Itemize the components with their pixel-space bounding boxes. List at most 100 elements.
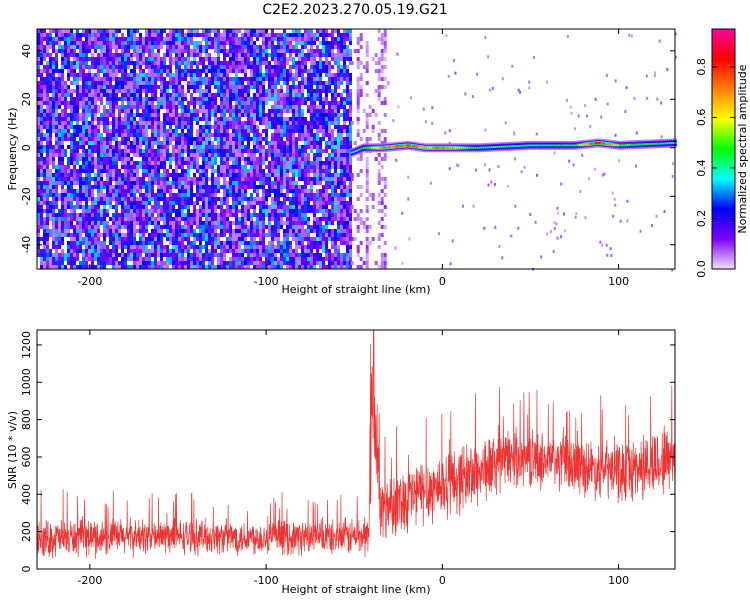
noise-cell [301, 121, 304, 125]
noise-cell [172, 253, 175, 261]
noise-cell [85, 141, 88, 145]
noise-cell [205, 157, 208, 161]
noise-cell [160, 185, 163, 189]
noise-cell [280, 45, 283, 49]
noise-cell [142, 265, 145, 269]
noise-cell [58, 29, 61, 33]
noise-cell [223, 189, 226, 193]
noise-cell [310, 225, 313, 229]
noise-cell [184, 105, 187, 109]
noise-cell [118, 193, 121, 197]
noise-cell [193, 53, 196, 57]
noise-cell [154, 181, 157, 185]
noise-cell [163, 169, 166, 173]
noise-cell [316, 145, 319, 149]
noise-cell [112, 221, 115, 225]
noise-cell [337, 177, 340, 181]
noise-cell [190, 241, 193, 249]
noise-cell [241, 137, 244, 141]
noise-cell [319, 145, 322, 149]
noise-cell [175, 257, 178, 261]
noise-cell [340, 241, 343, 245]
noise-cell [334, 145, 337, 149]
noise-cell [127, 145, 130, 149]
noise-cell [289, 77, 292, 81]
noise-cell [331, 145, 334, 149]
noise-cell [217, 37, 220, 41]
noise-cell [145, 29, 148, 37]
noise-cell [223, 217, 226, 225]
noise-cell [76, 73, 79, 77]
noise-cell [157, 221, 160, 225]
noise-cell [133, 209, 136, 213]
noise-cell [184, 193, 187, 197]
noise-cell [67, 181, 70, 185]
noise-cell [112, 217, 115, 221]
noise-cell [46, 169, 49, 173]
noise-cell [130, 145, 133, 149]
noise-cell [286, 257, 289, 261]
noise-cell [121, 125, 124, 129]
noise-cell [319, 93, 322, 97]
noise-cell [301, 61, 304, 65]
noise-cell [217, 237, 220, 245]
noise-cell [196, 265, 199, 269]
noise-cell [322, 165, 325, 169]
noise-cell [286, 169, 289, 173]
noise-cell [301, 145, 304, 149]
noise-cell [166, 245, 169, 249]
noise-cell [313, 145, 316, 149]
noise-cell [130, 249, 133, 253]
noise-cell [202, 137, 205, 141]
noise-cell [316, 49, 319, 53]
noise-cell [46, 221, 49, 225]
noise-cell [76, 245, 79, 249]
noise-cell [127, 161, 130, 165]
noise-cell [163, 141, 166, 145]
noise-cell [205, 257, 208, 261]
noise-cell [58, 89, 61, 93]
noise-cell [295, 181, 298, 185]
noise-cell [142, 217, 145, 221]
noise-cell [139, 165, 142, 169]
noise-cell [79, 189, 82, 193]
noise-cell [91, 109, 94, 113]
noise-cell [91, 57, 94, 65]
noise-cell [121, 161, 124, 165]
noise-cell [52, 265, 55, 269]
noise-cell [109, 257, 112, 265]
noise-cell [76, 61, 79, 69]
noise-cell [319, 233, 322, 237]
noise-cell [148, 37, 151, 41]
noise-cell [340, 81, 343, 85]
noise-cell [295, 209, 298, 217]
noise-cell [259, 33, 262, 37]
noise-cell [304, 81, 307, 85]
noise-cell [151, 49, 154, 53]
noise-cell [100, 253, 103, 261]
noise-cell [97, 57, 100, 65]
noise-cell [256, 113, 259, 117]
noise-cell [118, 65, 121, 69]
noise-cell [331, 141, 334, 145]
noise-cell [55, 37, 58, 41]
noise-cell [172, 197, 175, 201]
noise-cell [274, 197, 277, 201]
noise-cell [193, 249, 196, 253]
noise-cell [55, 217, 58, 221]
noise-cell [79, 137, 82, 141]
noise-cell [298, 169, 301, 173]
noise-cell [313, 81, 316, 85]
noise-cell [151, 73, 154, 77]
noise-cell [286, 221, 289, 225]
noise-cell [295, 169, 298, 177]
noise-cell [79, 169, 82, 173]
noise-cell [253, 45, 256, 49]
noise-cell [304, 65, 307, 69]
noise-cell [181, 101, 184, 105]
noise-cell [172, 205, 175, 209]
noise-cell [325, 29, 328, 33]
noise-cell [154, 177, 157, 181]
noise-cell [133, 237, 136, 245]
noise-cell [79, 41, 82, 49]
